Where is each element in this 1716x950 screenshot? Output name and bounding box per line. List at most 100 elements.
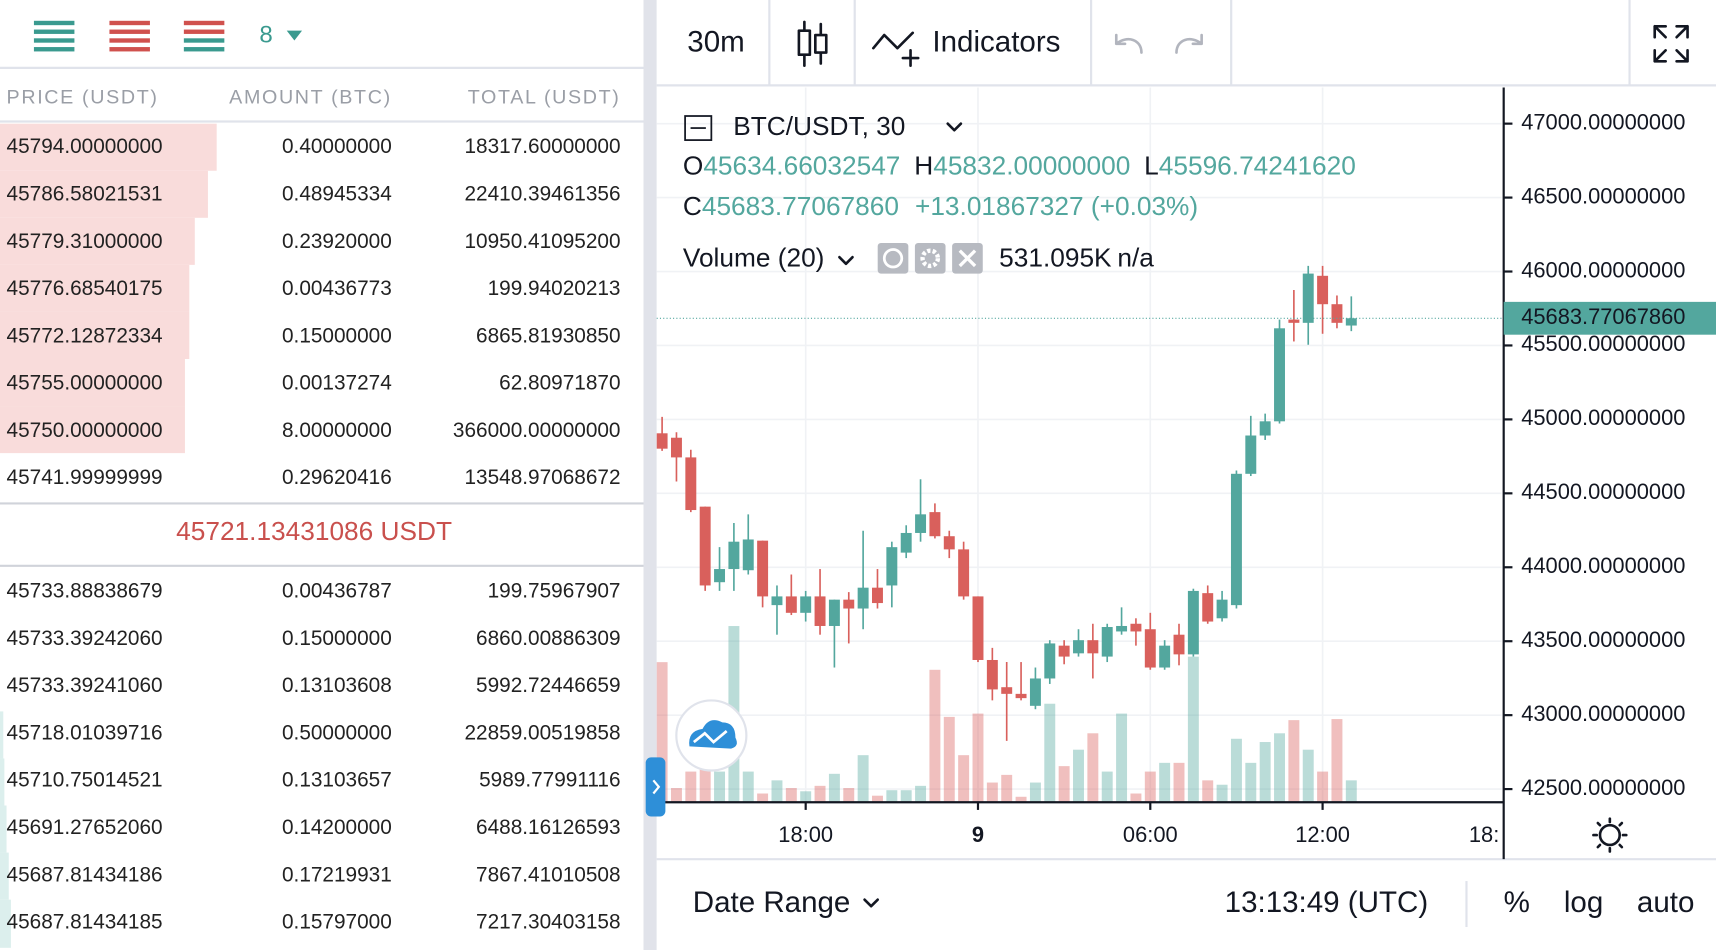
candle-body (1216, 599, 1228, 619)
candle-body (828, 599, 840, 626)
grid (656, 87, 1502, 803)
last-price: 45721.13431086 USDT (176, 516, 452, 546)
volume-bar (771, 780, 783, 803)
y-tick-label: 45000.00000000 (1521, 405, 1685, 430)
indicators-button[interactable]: Indicators (932, 26, 1060, 59)
price-cell: 45776.68540175 (7, 277, 163, 300)
depth-bar (0, 358, 185, 407)
candle-body (943, 536, 955, 550)
close-icon (958, 249, 977, 268)
depth-bar (0, 217, 195, 265)
candles (656, 265, 1502, 741)
volume-bar (1302, 749, 1314, 803)
amount-cell: 0.13103657 (282, 769, 392, 792)
candle-body (785, 596, 797, 613)
candle-body (1029, 678, 1041, 706)
total-cell: 18317.60000000 (464, 135, 620, 158)
visibility-button[interactable] (877, 242, 909, 274)
volume-bar (1029, 782, 1041, 803)
indicators-icon[interactable] (872, 31, 920, 67)
symbol-title[interactable]: BTC/USDT, 30 (733, 111, 905, 141)
price-cell: 45710.75014521 (7, 769, 163, 792)
precision-select[interactable]: 8 (259, 21, 272, 48)
volume-bar (1159, 762, 1171, 803)
fullscreen-button[interactable] (1653, 24, 1689, 63)
amount-cell: 0.29620416 (282, 466, 392, 489)
percent-toggle[interactable]: % (1504, 886, 1530, 919)
candle-body (958, 549, 970, 597)
auto-toggle[interactable]: auto (1637, 886, 1694, 919)
x-tick-label: 18:00 (778, 822, 833, 847)
chart-style-button[interactable] (797, 20, 828, 67)
undo-button[interactable] (1114, 33, 1143, 54)
candle-body (1259, 421, 1271, 436)
close-line: C45683.77067860 +13.01867327 (+0.03%) (683, 191, 1198, 221)
x-tick-label: 18: (1469, 822, 1499, 847)
settings-button[interactable] (914, 242, 946, 274)
legend-key: L (1144, 150, 1159, 180)
volume-bar (1116, 713, 1128, 803)
volume-bar (800, 791, 812, 803)
volume-bar (886, 790, 898, 803)
chevron (652, 779, 661, 795)
bid-depth (0, 711, 11, 948)
candle-body (1130, 623, 1142, 632)
legend-key: C (683, 191, 702, 221)
volume-bar (1274, 733, 1285, 803)
collapse-button[interactable] (684, 115, 713, 141)
amount-cell: 0.17219931 (282, 863, 392, 886)
view-bids-button[interactable] (183, 20, 225, 52)
candle-body (1144, 629, 1156, 668)
settings-button[interactable] (1592, 817, 1628, 853)
candle-body (929, 512, 941, 537)
amount-cell: 0.23920000 (282, 230, 392, 253)
volume-bar (1230, 738, 1242, 803)
candle-body (1116, 625, 1128, 632)
candle-body (1302, 273, 1314, 323)
amount-cell: 0.15797000 (282, 911, 392, 934)
log-toggle[interactable]: log (1564, 886, 1603, 919)
depth-bar (0, 711, 4, 759)
date-range-button[interactable]: Date Range (693, 886, 851, 919)
collapse-tab[interactable] (645, 757, 666, 817)
y-tick-label: 47000.00000000 (1521, 109, 1685, 134)
amount-cell: 0.48945334 (282, 183, 392, 206)
total-cell: 22859.00519858 (464, 721, 620, 744)
price-label-box (1503, 301, 1716, 335)
price-cell: 45750.00000000 (7, 419, 163, 442)
candle-body (742, 539, 754, 571)
volume-bar (828, 773, 840, 803)
x-tick-label: 06:00 (1123, 822, 1178, 847)
redo-button[interactable] (1175, 33, 1203, 54)
candle-body (1159, 645, 1171, 668)
volume-bar (1216, 784, 1228, 803)
candle-body (1001, 687, 1013, 694)
y-tick-label: 42500.00000000 (1521, 775, 1685, 800)
chevron (946, 122, 963, 132)
volume-bar (872, 795, 883, 803)
volume-bar (742, 771, 754, 803)
legend-value: 45634.66032547 (703, 150, 900, 180)
price-cell: 45718.01039716 (7, 721, 163, 744)
volume-bar (1331, 719, 1343, 803)
legend-value: 45832.00000000 (933, 150, 1130, 180)
price-cell: 45741.99999999 (7, 466, 163, 489)
volume-study-title[interactable]: Volume (20) (683, 242, 825, 272)
volume-bar (1345, 780, 1357, 803)
eye-icon (882, 248, 904, 269)
view-asks-button[interactable] (109, 20, 150, 52)
candle-body (1202, 593, 1214, 622)
volume-bar (1202, 780, 1214, 803)
candle-body (1245, 435, 1257, 474)
volume-bar (1073, 749, 1084, 803)
volume-bar (714, 771, 726, 803)
amount-cell: 0.13103608 (282, 674, 392, 697)
interval-button[interactable]: 30m (687, 26, 744, 59)
view-both-button[interactable] (33, 20, 75, 52)
dropdown-caret (286, 30, 303, 41)
order-book: PRICE (USDT) AMOUNT (BTC) TOTAL (USDT) 4579… (7, 87, 621, 934)
clock: 13:13:49 (UTC) (1225, 886, 1429, 919)
y-tick-label: 44000.00000000 (1521, 553, 1685, 578)
candle-body (1073, 640, 1084, 654)
